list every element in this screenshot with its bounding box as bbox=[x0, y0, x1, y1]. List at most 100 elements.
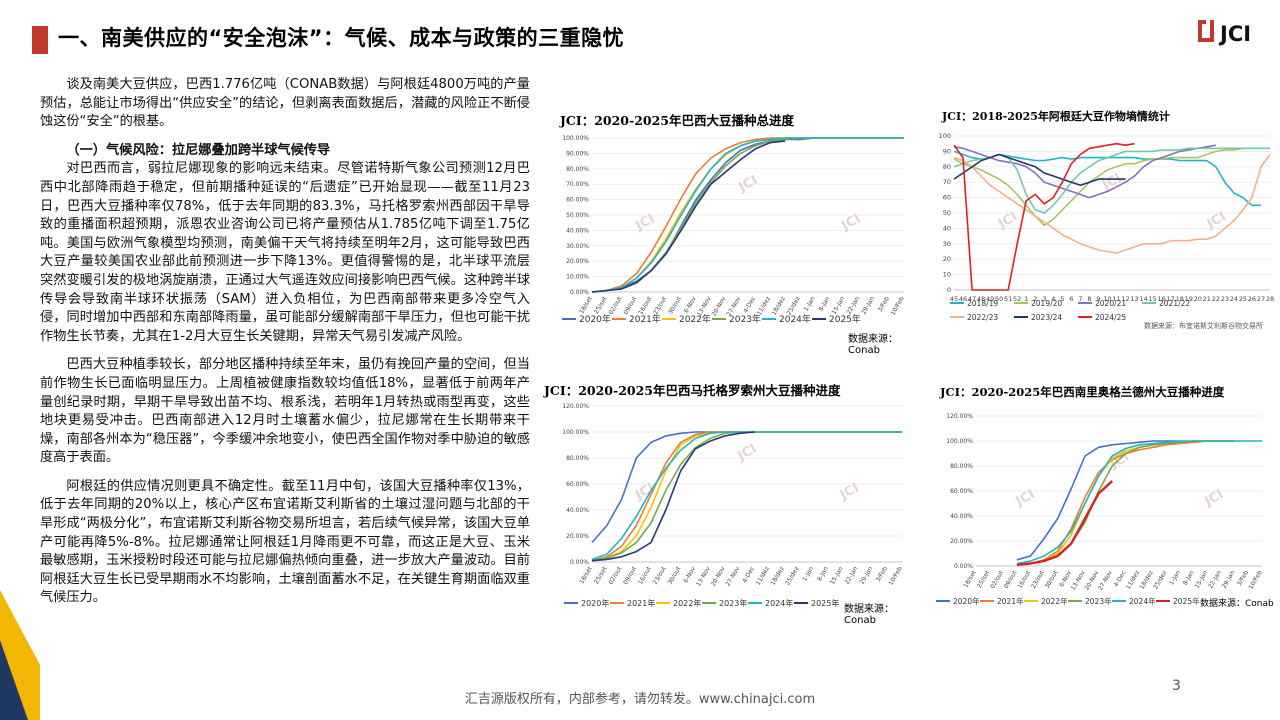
y-tick-label: 100.00% bbox=[562, 429, 589, 436]
series-line bbox=[1016, 440, 1262, 565]
chart-rio-grande-do-sul: JCI：2020-2025年巴西南里奥格兰德州大豆播种进度 0.00% 20.00… bbox=[932, 378, 1276, 618]
y-tick-label: 10.00% bbox=[566, 274, 589, 281]
legend-label: 2023/24 bbox=[1031, 313, 1062, 322]
y-tick-label: 80.00% bbox=[950, 463, 973, 470]
paragraph-argentina: 阿根廷的供应情况则更具不确定性。截至11月中旬，该国大豆播种率仅13%，低于去年… bbox=[40, 478, 530, 606]
x-tick-label: 52 bbox=[1013, 295, 1021, 303]
x-tick-label: 4-Dec bbox=[741, 566, 756, 585]
series-line bbox=[953, 153, 1126, 187]
subheading-climate: （一）气候风险：拉尼娜叠加跨半球气候传导 bbox=[66, 142, 331, 158]
left-decoration bbox=[0, 590, 40, 720]
y-tick-label: 100.00% bbox=[946, 438, 973, 445]
y-tick-label: 20.00% bbox=[566, 533, 589, 540]
watermark: JCI bbox=[735, 173, 760, 196]
y-tick-label: 100.00% bbox=[562, 135, 589, 142]
legend-label: 2020年 bbox=[953, 596, 980, 606]
y-tick-label: 60.00% bbox=[566, 197, 589, 204]
y-tick-label: 90 bbox=[943, 147, 951, 155]
x-tick-label: 27-Nov bbox=[725, 565, 742, 588]
x-tick-label: 45 bbox=[950, 295, 958, 303]
y-tick-label: 0.00% bbox=[570, 559, 589, 566]
legend-label: 2023年 bbox=[1085, 596, 1112, 606]
legend-label: 2021年 bbox=[627, 598, 655, 608]
x-tick-label: 49 bbox=[986, 295, 994, 303]
x-tick-label: 29-Jan bbox=[858, 565, 874, 585]
x-tick-label: 5 bbox=[1060, 295, 1064, 303]
legend-label: 2021/22 bbox=[1159, 299, 1190, 308]
y-tick-label: 60.00% bbox=[566, 481, 589, 488]
y-tick-label: 120.00% bbox=[562, 403, 589, 410]
x-tick-label: 14 bbox=[1139, 295, 1147, 303]
x-tick-label: 1-Jan bbox=[803, 295, 817, 312]
x-tick-label: 46 bbox=[959, 295, 967, 303]
x-tick-label: 26 bbox=[1248, 295, 1256, 303]
x-tick-label: 3/Feb bbox=[875, 565, 889, 583]
y-tick-label: 0.00% bbox=[954, 563, 973, 570]
x-tick-label: 25/dez bbox=[1152, 570, 1168, 591]
logo-text: JCI bbox=[1218, 22, 1251, 46]
x-tick-label: 25/set bbox=[593, 295, 609, 315]
x-tick-label: 29-Jan bbox=[1221, 569, 1237, 589]
y-tick-label: 80.00% bbox=[566, 166, 589, 173]
footer-copyright: 汇吉源版权所有，内部参考，请勿转发。www.chinajci.com bbox=[464, 692, 816, 707]
y-tick-label: 20.00% bbox=[566, 258, 589, 265]
y-tick-label: 100 bbox=[939, 132, 951, 140]
legend-label: 2021年 bbox=[629, 313, 661, 325]
chart-title: JCI：2018-2025年阿根廷大豆作物墒情统计 bbox=[942, 110, 1170, 123]
x-tick-label: 1-Jan bbox=[801, 565, 815, 582]
x-tick-label: 20 bbox=[1194, 295, 1202, 303]
x-tick-label: 12 bbox=[1121, 295, 1129, 303]
page-number: 3 bbox=[1172, 678, 1181, 694]
legend-label: 2025年 bbox=[829, 313, 861, 325]
legend-label: 2022年 bbox=[679, 313, 711, 325]
x-tick-label: 3 bbox=[1042, 295, 1046, 303]
y-tick-label: 40.00% bbox=[950, 513, 973, 520]
x-tick-label: 25/dez bbox=[786, 296, 802, 317]
legend-label: 2020/21 bbox=[1095, 299, 1126, 308]
paragraph-brazil-growth: 巴西大豆种植季较长，部分地区播种持续至年末，虽仍有挽回产量的空间，但当前作物生长… bbox=[40, 357, 530, 466]
legend-label: 2020年 bbox=[581, 598, 609, 608]
x-tick-label: 50 bbox=[995, 295, 1003, 303]
x-tick-label: 6-Nov bbox=[683, 295, 698, 314]
chart-title: JCI：2020-2025年巴西南里奥格兰德州大豆播种进度 bbox=[940, 385, 1225, 399]
x-tick-label: 10/Feb bbox=[888, 565, 904, 586]
x-tick-label: 8-Jan bbox=[816, 565, 830, 582]
y-tick-label: 60.00% bbox=[950, 488, 973, 495]
x-tick-label: 30/out bbox=[666, 565, 682, 586]
series-line bbox=[1016, 480, 1114, 566]
y-tick-label: 80 bbox=[943, 163, 951, 171]
x-tick-label: 30/out bbox=[667, 295, 683, 316]
y-tick-label: 20.00% bbox=[950, 538, 973, 545]
legend-label: 2025年 bbox=[1173, 596, 1200, 606]
x-tick-label: 7 bbox=[1078, 295, 1082, 303]
x-tick-label: 8-Jan bbox=[1182, 569, 1196, 586]
jci-logo: JCI bbox=[1198, 20, 1251, 46]
chart-svg: 0.00% 10.00% 20.00% 30.00% 40.00% 50.00% 60.00… bbox=[562, 135, 906, 325]
x-tick-label: 25/dez bbox=[784, 566, 800, 587]
legend-label: 2024年 bbox=[779, 313, 811, 325]
series-line bbox=[1016, 440, 1181, 561]
paragraph-intro: 谈及南美大豆供应，巴西1.776亿吨（CONAB数据）与阿根廷4800万吨的产量… bbox=[40, 77, 530, 130]
x-tick-label: 51 bbox=[1004, 295, 1012, 303]
x-tick-label: 6-Nov bbox=[682, 565, 697, 584]
x-tick-label: 29-Jan bbox=[860, 295, 876, 315]
x-tick-label: 27-Nov bbox=[1097, 569, 1114, 592]
x-tick-label: 18/set bbox=[578, 295, 594, 315]
x-tick-label: 15-Jan bbox=[831, 295, 847, 315]
x-tick-label: 13 bbox=[1130, 295, 1138, 303]
chart-argentina-condition: JCI：2018-2025年阿根廷大豆作物墒情统计 0 10 20 30 40 50 60 7… bbox=[932, 100, 1276, 346]
y-tick-label: 40.00% bbox=[566, 227, 589, 234]
legend-label: 2018/19 bbox=[967, 299, 998, 308]
legend-label: 2023年 bbox=[729, 313, 761, 325]
y-tick-label: 50.00% bbox=[566, 212, 589, 219]
x-tick-label: 18/set bbox=[578, 565, 594, 585]
y-tick-label: 0 bbox=[947, 286, 951, 294]
chart-brazil-total: JCI：2020-2025年巴西大豆播种总进度 0.00% 10.00% 20.00… bbox=[542, 100, 918, 356]
x-tick-label: 19 bbox=[1185, 295, 1193, 303]
x-tick-label: 17 bbox=[1167, 295, 1175, 303]
x-tick-label: 23 bbox=[1221, 295, 1229, 303]
series-line bbox=[591, 140, 786, 293]
paragraph-brazil-climate: 对巴西而言，弱拉尼娜现象的影响远未结束。尽管诺特斯气象公司预测12月巴西中北部降… bbox=[40, 161, 530, 344]
x-tick-label: 15 bbox=[1148, 295, 1156, 303]
page-title: 一、南美供应的“安全泡沫”：气候、成本与政策的三重隐忧 bbox=[58, 26, 625, 50]
